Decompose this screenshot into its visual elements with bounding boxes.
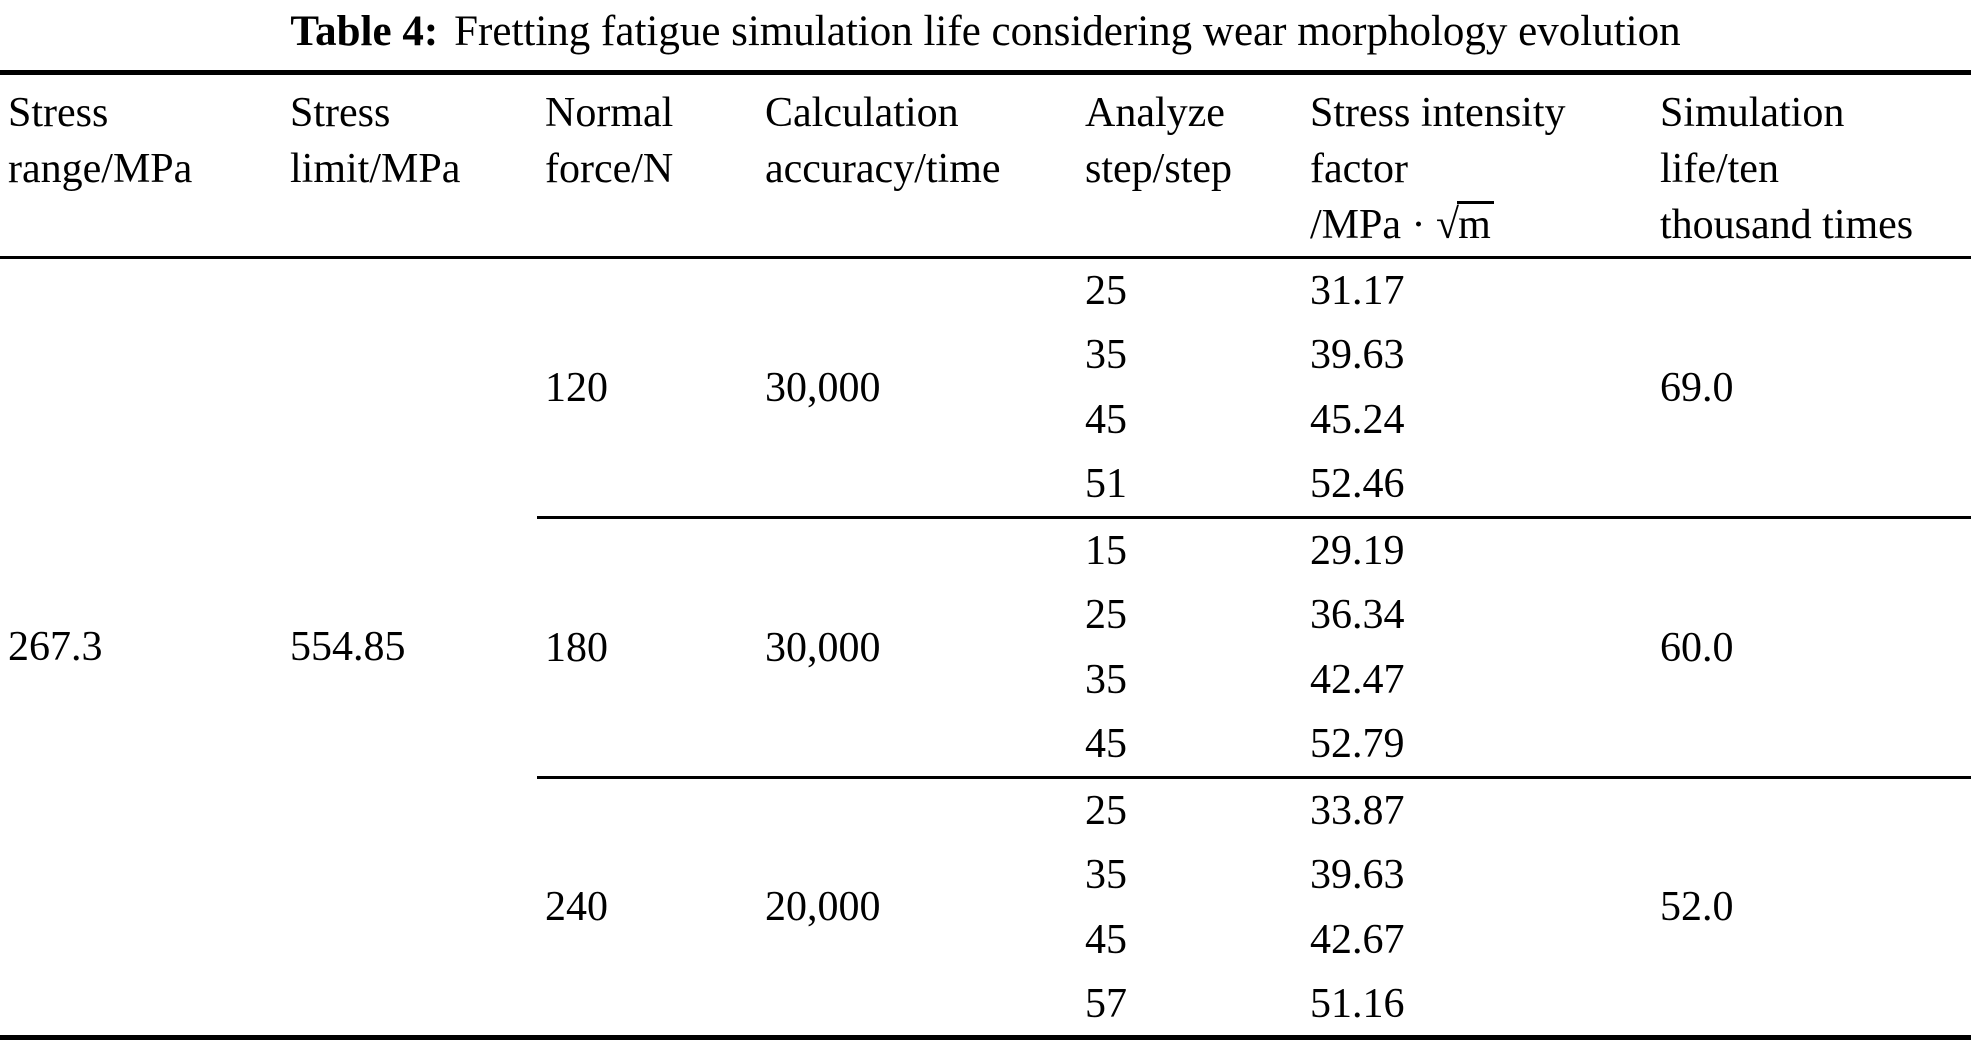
cell-analyze-step: 45 [1085,397,1127,443]
table-row: 35 42.47 [0,648,1971,713]
cell-analyze-step: 25 [1077,776,1302,843]
sif-unit-line: /MPa · √m [1310,197,1652,253]
cell-analyze-step: 35 [1085,332,1127,378]
header-simulation-life: Simulation life/ten thousand times [1652,72,1971,259]
table-row: 35 39.63 [0,843,1971,908]
cell-sif: 52.79 [1310,721,1405,768]
cell-analyze-step: 15 [1077,516,1302,583]
caption-text: Fretting fatigue simulation life conside… [454,8,1681,55]
table-row: 35 39.63 [0,323,1971,388]
cell-sif: 42.67 [1310,917,1405,963]
cell-analyze-step: 25 [1085,267,1127,314]
header-stress-limit: Stress limit/MPa [282,72,537,259]
cell-sif: 39.63 [1310,852,1405,898]
table-row: 45 45.24 [0,388,1971,453]
header-calc-accuracy: Calculation accuracy/time [757,72,1077,259]
cell-normal-force: 180 [537,516,757,778]
cell-sif: 45.24 [1310,397,1405,443]
table-row: 25 36.34 [0,583,1971,648]
cell-simulation-life: 52.0 [1652,776,1971,1038]
table-header-row: Stress range/MPa Stress limit/MPa Normal… [0,72,1971,259]
cell-sif: 36.34 [1310,592,1405,638]
cell-calc-accuracy: 30,000 [765,364,881,411]
table-row: 57 51.16 [0,973,1971,1038]
header-stress-intensity-factor: Stress intensity factor /MPa · √m [1302,72,1652,259]
cell-stress-limit: 554.85 [290,624,406,670]
cell-analyze-step: 45 [1085,917,1127,963]
cell-sif: 39.63 [1310,332,1405,378]
table-row: 45 42.67 [0,908,1971,973]
table-row: 267.3 554.85 120 30,000 25 31.17 69.0 [0,258,1971,668]
cell-analyze-step: 25 [1085,592,1127,638]
sqrt-icon: √ [1436,202,1459,248]
table-row: 45 52.79 [0,713,1971,778]
cell-normal-force: 120 [545,364,608,411]
table-caption: Table 4: Fretting fatigue simulation life… [0,0,1971,70]
cell-analyze-step: 45 [1085,721,1127,768]
table-row: 180 30,000 15 29.19 60.0 [0,516,1971,778]
table-row: 51 52.46 [0,453,1971,518]
cell-calc-accuracy: 20,000 [757,776,1077,1038]
cell-sif: 52.46 [1310,461,1405,508]
cell-simulation-life: 60.0 [1652,516,1971,778]
caption-label: Table 4: [290,8,439,55]
table-row: 240 20,000 25 33.87 52.0 [0,776,1971,1038]
cell-analyze-step: 35 [1085,852,1127,898]
cell-sif: 29.19 [1302,516,1652,583]
header-analyze-step: Analyze step/step [1077,72,1302,259]
cell-analyze-step: 51 [1085,461,1127,508]
fretting-fatigue-table: Stress range/MPa Stress limit/MPa Normal… [0,70,1971,1040]
cell-sif: 51.16 [1310,980,1405,1027]
sqrt-argument: m [1457,201,1494,246]
cell-simulation-life: 69.0 [1660,364,1734,411]
cell-sif: 33.87 [1302,776,1652,843]
header-stress-range: Stress range/MPa [0,72,282,259]
cell-calc-accuracy: 30,000 [757,516,1077,778]
cell-analyze-step: 57 [1085,980,1127,1027]
cell-sif: 42.47 [1310,657,1405,703]
header-normal-force: Normal force/N [537,72,757,259]
cell-stress-range: 267.3 [8,624,103,670]
cell-normal-force: 240 [537,776,757,1038]
cell-analyze-step: 35 [1085,657,1127,703]
cell-sif: 31.17 [1310,267,1405,314]
